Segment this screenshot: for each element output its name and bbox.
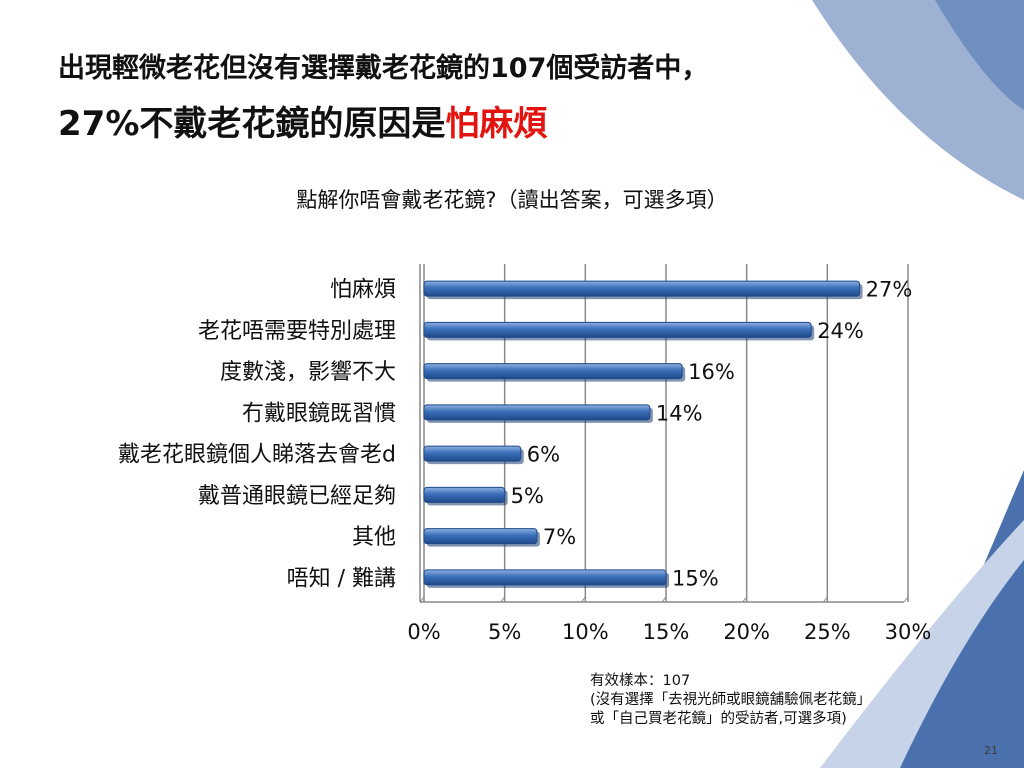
slide-title-highlight: 怕麻煩 — [445, 104, 548, 144]
x-tick-label: 10% — [562, 620, 609, 644]
value-label: 15% — [672, 566, 719, 590]
category-label: 冇戴眼鏡既習慣 — [242, 401, 396, 426]
value-label: 5% — [511, 484, 544, 508]
x-tick-label: 5% — [488, 620, 521, 644]
value-label: 7% — [543, 525, 576, 549]
page-number: 21 — [984, 744, 998, 757]
x-tick-label: 20% — [723, 620, 770, 644]
bar — [423, 486, 506, 503]
slide-title-prefix: 27%不戴老花鏡的原因是 — [58, 104, 446, 144]
x-tick-label: 25% — [804, 620, 851, 644]
category-label: 老花唔需要特別處理 — [198, 319, 396, 344]
gridline-depth — [500, 596, 506, 603]
slide-title-line2: 27%不戴老花鏡的原因是怕麻煩 — [58, 96, 547, 145]
gridline-depth — [580, 596, 586, 603]
value-label: 6% — [527, 443, 560, 467]
bar — [423, 280, 861, 297]
bar — [423, 321, 812, 338]
category-label: 戴老花眼鏡個人睇落去會老d — [118, 443, 396, 468]
category-label: 唔知 / 難講 — [287, 566, 396, 591]
sample-note-line: 有效樣本：107 — [590, 673, 691, 689]
sample-note-line: (沒有選擇「去視光師或眼鏡舖驗佩老花鏡」 — [590, 692, 872, 708]
gridline-depth — [822, 596, 828, 603]
gridline-depth — [742, 596, 748, 603]
value-label: 16% — [688, 360, 735, 384]
sample-note-line: 或「自己買老花鏡」的受訪者,可選多項) — [590, 711, 847, 727]
gridline-depth — [661, 596, 667, 603]
bar — [423, 445, 522, 462]
bar — [423, 569, 667, 586]
bar — [423, 363, 683, 380]
gridline-depth — [903, 596, 909, 603]
gridline-depth — [419, 596, 425, 603]
value-label: 27% — [866, 278, 913, 302]
slide-title-line1: 出現輕微老花但沒有選擇戴老花鏡的107個受訪者中， — [58, 53, 709, 84]
sample-note: 有效樣本：107 (沒有選擇「去視光師或眼鏡舖驗佩老花鏡」 或「自己買老花鏡」的… — [590, 672, 871, 729]
category-label: 度數淺，影響不大 — [220, 360, 396, 385]
x-tick-label: 30% — [885, 620, 932, 644]
bar — [423, 528, 538, 545]
survey-question: 點解你唔會戴老花鏡?（讀出答案，可選多項） — [296, 188, 728, 212]
category-label: 戴普通眼鏡已經足夠 — [198, 484, 396, 509]
category-label: 其他 — [352, 525, 396, 550]
value-label: 24% — [817, 319, 864, 343]
category-label: 怕麻煩 — [330, 278, 396, 303]
value-label: 14% — [656, 401, 703, 425]
x-tick-label: 15% — [643, 620, 690, 644]
x-tick-label: 0% — [407, 620, 440, 644]
bar — [423, 404, 651, 421]
